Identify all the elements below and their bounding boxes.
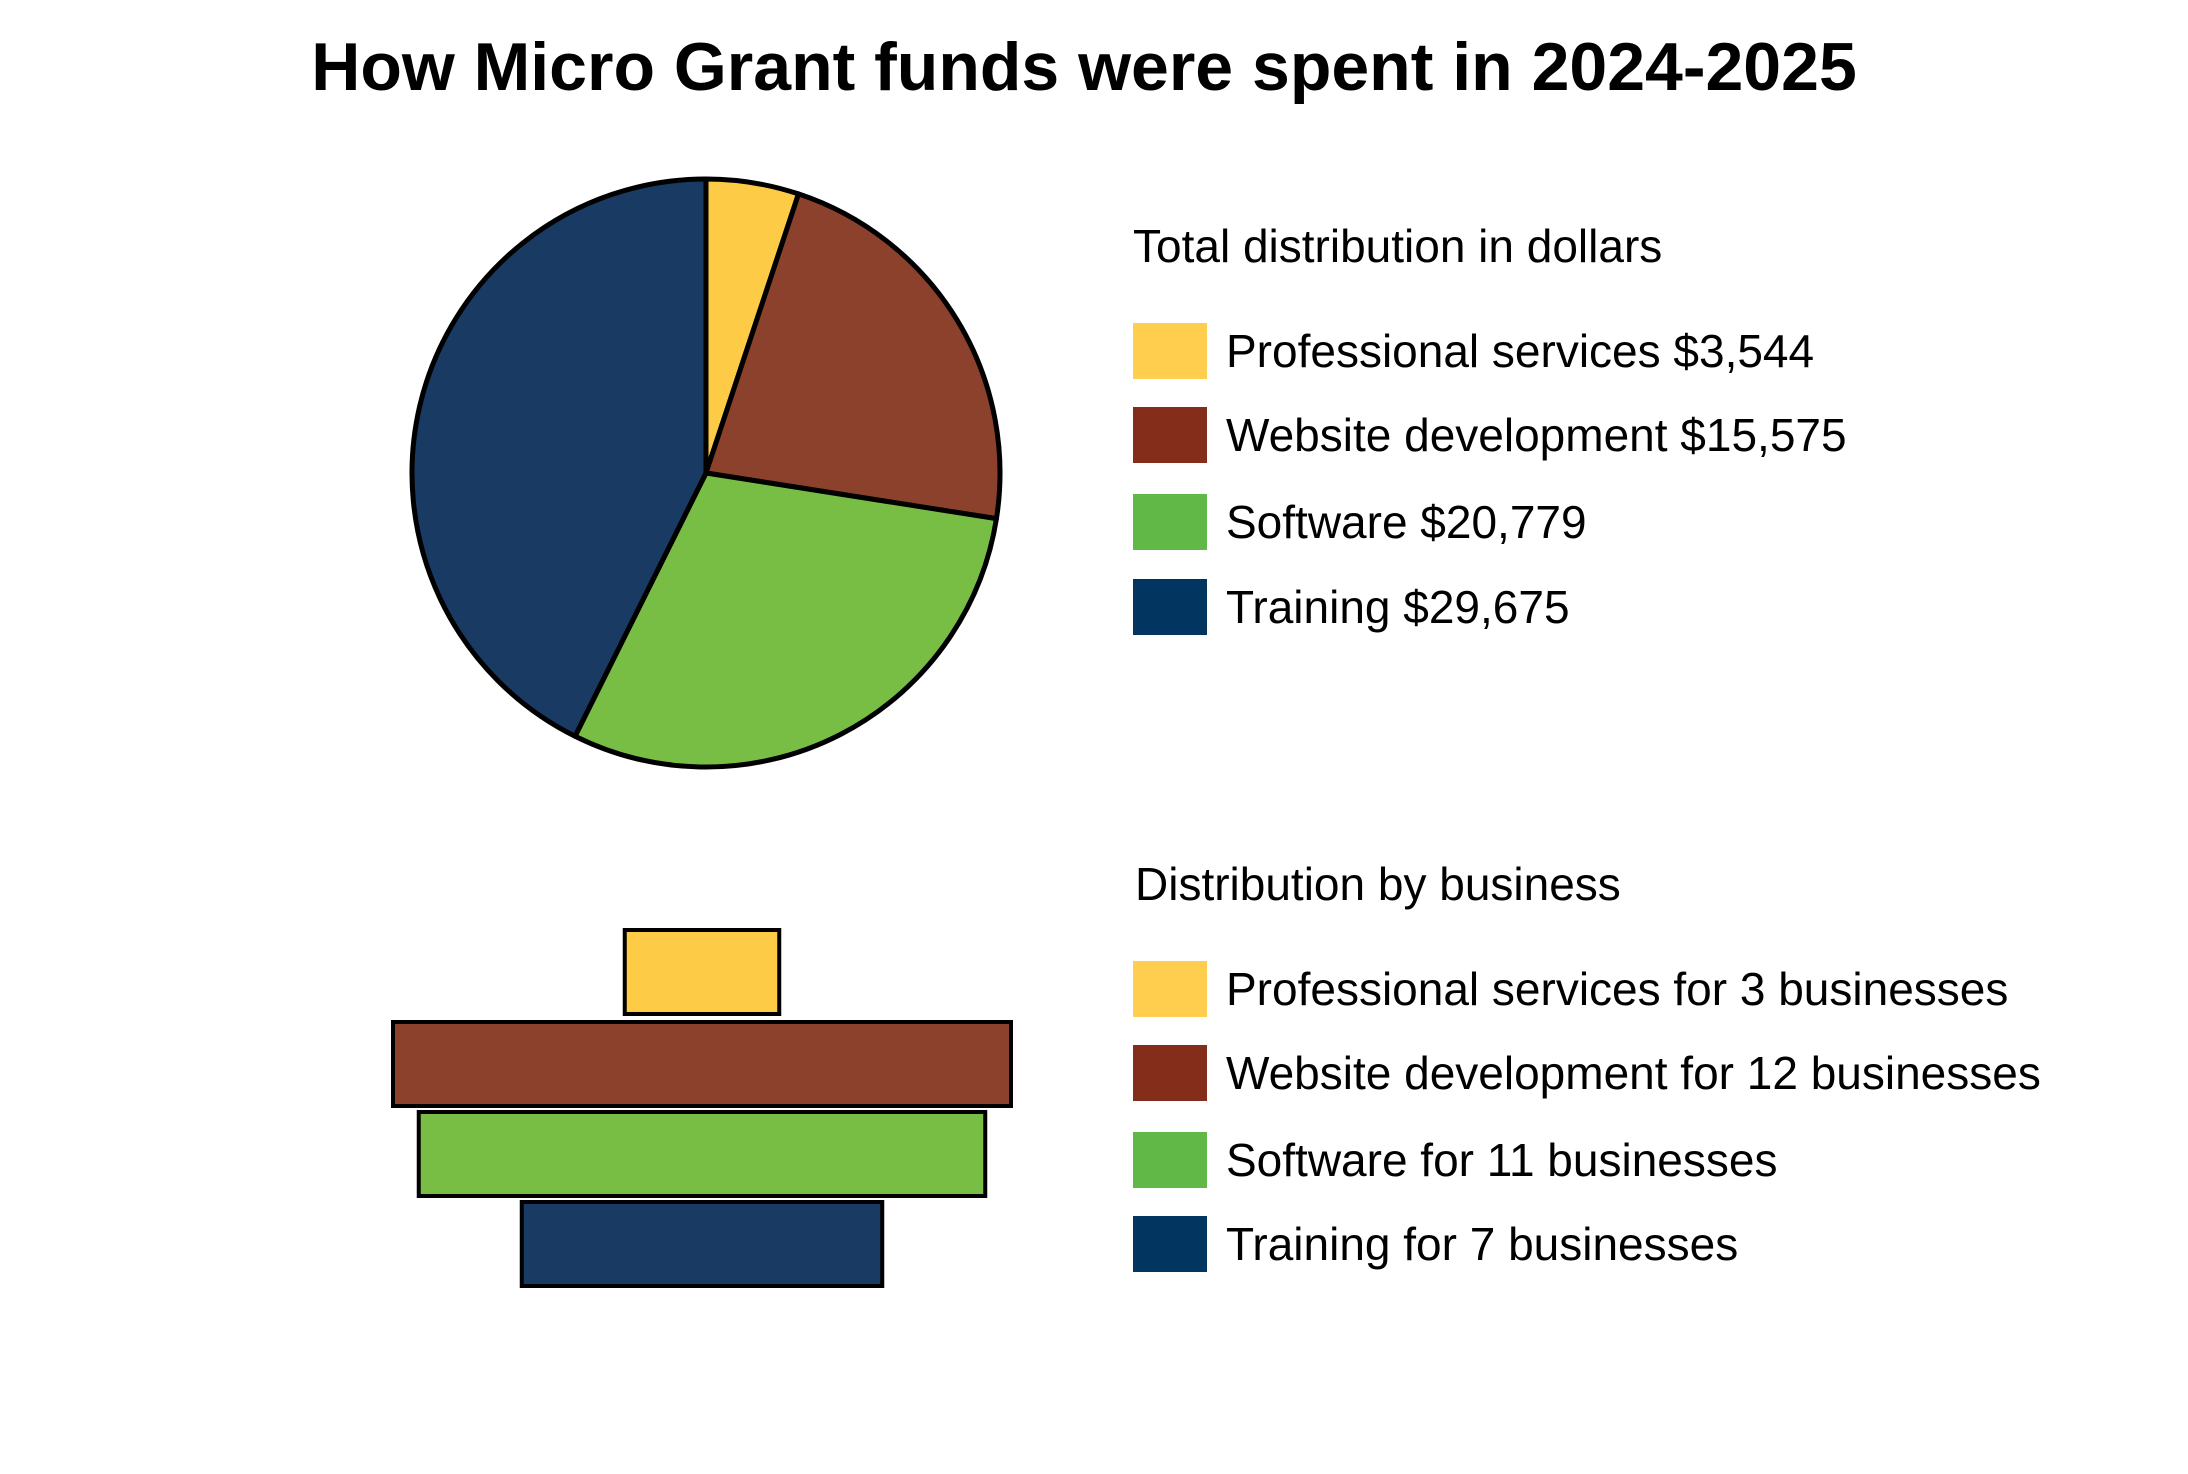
bar-legend-label-1: Website development for 12 businesses (1226, 1047, 2041, 1099)
bar-3 (519, 1200, 885, 1288)
bar-legend-title: Distribution by business (1135, 858, 1621, 910)
pie-legend-label-2: Software $20,779 (1226, 496, 1587, 548)
pie-legend-swatch-2 (1133, 494, 1207, 550)
bar-0 (622, 928, 782, 1016)
bar-legend: Professional services for 3 businesses We… (1133, 961, 2041, 1272)
bar-legend-label-2: Software for 11 businesses (1226, 1134, 1777, 1186)
bar-legend-swatch-3 (1133, 1216, 1207, 1272)
bar-legend-swatch-0 (1133, 961, 1207, 1017)
bar-legend-swatch-2 (1133, 1132, 1207, 1188)
bar-chart (391, 928, 1013, 1288)
pie-legend-label-3: Training $29,675 (1226, 581, 1570, 633)
bar-2 (416, 1110, 988, 1198)
pie-legend-swatch-3 (1133, 579, 1207, 635)
pie-legend-title: Total distribution in dollars (1133, 220, 1662, 272)
pie-legend-label-0: Professional services $3,544 (1226, 325, 1814, 377)
pie-legend-swatch-1 (1133, 407, 1207, 463)
pie-legend: Professional services $3,544 Website deve… (1133, 323, 1847, 635)
chart-title: How Micro Grant funds were spent in 2024… (311, 29, 1857, 105)
bar-legend-swatch-1 (1133, 1045, 1207, 1101)
pie-slice-2 (572, 470, 999, 770)
bar-1 (391, 1020, 1013, 1108)
pie-slice-3 (409, 176, 709, 739)
pie-chart (409, 176, 1003, 770)
pie-legend-swatch-0 (1133, 323, 1207, 379)
pie-slice-1 (703, 191, 1003, 522)
bar-legend-label-0: Professional services for 3 businesses (1226, 963, 2008, 1015)
bar-legend-label-3: Training for 7 businesses (1226, 1218, 1738, 1270)
pie-legend-label-1: Website development $15,575 (1226, 409, 1847, 461)
